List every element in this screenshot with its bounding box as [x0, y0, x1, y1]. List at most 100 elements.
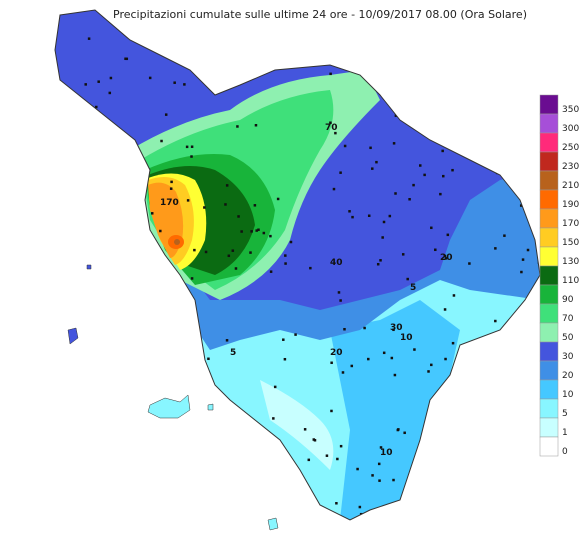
legend-label: 230 [562, 162, 579, 172]
station [405, 43, 408, 47]
station [56, 82, 59, 86]
station [252, 445, 256, 449]
station [143, 299, 146, 302]
station [197, 60, 200, 64]
station [343, 27, 346, 31]
station [393, 70, 396, 74]
station [225, 339, 229, 342]
station [496, 387, 499, 391]
station [503, 171, 506, 175]
station [381, 236, 384, 239]
contour-label: 10 [400, 333, 413, 343]
station [394, 192, 397, 195]
station [257, 228, 260, 231]
station [463, 67, 467, 70]
legend-label: 150 [562, 238, 579, 248]
station [273, 385, 277, 389]
station [384, 80, 387, 83]
station [224, 203, 227, 206]
legend-swatch [539, 265, 559, 286]
station [71, 510, 74, 514]
station [174, 381, 177, 384]
legend-swatch [539, 170, 559, 191]
station [272, 417, 275, 420]
station [439, 111, 442, 114]
station [309, 266, 312, 270]
station [382, 351, 386, 355]
station [92, 136, 96, 140]
station [441, 149, 444, 153]
legend-label: 250 [562, 143, 579, 153]
station [267, 42, 271, 45]
station [329, 72, 332, 76]
station [446, 233, 450, 237]
station [490, 55, 494, 59]
legend-swatch [539, 341, 559, 362]
station [116, 458, 120, 462]
station [520, 270, 523, 274]
station [350, 364, 354, 368]
island-pianosa [207, 403, 214, 411]
station [234, 267, 238, 270]
station [339, 171, 342, 174]
station [452, 294, 456, 297]
island-elba [147, 394, 191, 419]
station [253, 204, 257, 207]
station [526, 248, 530, 252]
station [159, 469, 163, 472]
station [134, 464, 137, 467]
station [262, 231, 266, 235]
station [510, 93, 514, 97]
contour-label: 20 [330, 348, 343, 358]
station [312, 30, 315, 34]
legend-label: 5 [562, 409, 568, 419]
station [483, 150, 487, 153]
station [392, 328, 395, 332]
legend-label: 20 [562, 371, 574, 381]
station [183, 83, 186, 86]
station [76, 367, 79, 370]
station [60, 292, 63, 295]
station [55, 176, 57, 179]
station [412, 183, 415, 187]
station [536, 216, 540, 220]
station [451, 101, 455, 104]
station [336, 457, 339, 461]
contour-labels: 170 70 40 30 20 10 5 5 10 20 [160, 123, 453, 458]
station [390, 356, 394, 360]
legend-label: 0 [562, 447, 568, 457]
station [303, 428, 307, 431]
station [188, 411, 192, 414]
map-regions [55, 10, 540, 520]
legend-swatch [539, 113, 559, 134]
station [329, 121, 332, 124]
station [191, 426, 194, 429]
station [507, 480, 510, 484]
station [434, 248, 437, 252]
legend-swatch [539, 322, 559, 343]
station [269, 234, 272, 238]
station [419, 164, 422, 167]
station [430, 363, 433, 367]
station [193, 248, 196, 252]
legend-swatch [539, 227, 559, 248]
station [468, 262, 471, 265]
contour-label: 170 [160, 198, 179, 208]
station [287, 473, 290, 476]
station [382, 220, 386, 224]
station [109, 76, 113, 80]
station [210, 503, 213, 506]
station [207, 357, 210, 361]
station [367, 214, 371, 218]
station [393, 373, 397, 377]
station [371, 474, 374, 477]
station [113, 261, 117, 265]
contour-label: 5 [410, 283, 416, 293]
legend-label: 50 [562, 333, 574, 343]
island-gorgona [86, 264, 92, 270]
station [307, 458, 311, 462]
station [104, 250, 108, 253]
station [494, 319, 497, 323]
station [330, 409, 333, 413]
